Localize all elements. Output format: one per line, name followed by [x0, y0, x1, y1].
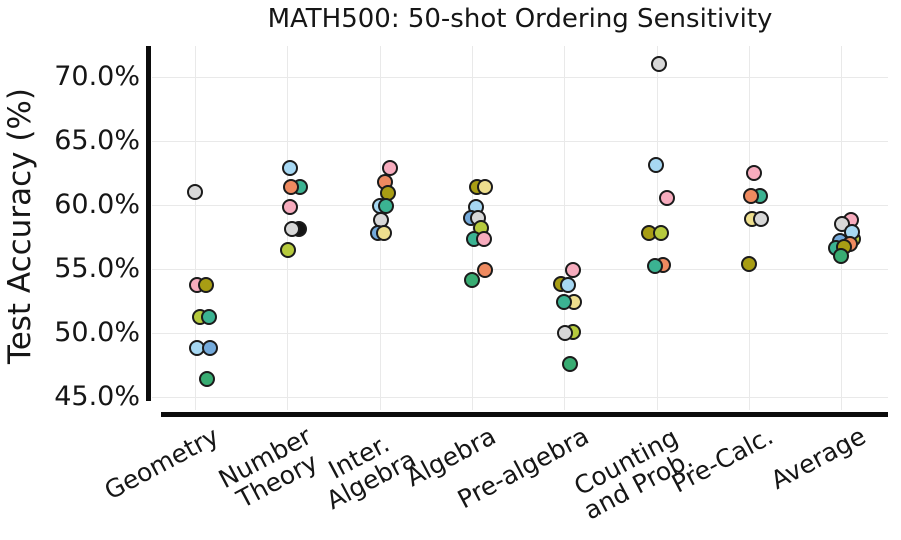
data-point-green — [198, 370, 215, 387]
data-point-gray — [557, 324, 574, 341]
data-point-pink — [564, 262, 581, 279]
data-point-olive — [197, 277, 214, 294]
y-tick-label: 50.0% — [54, 317, 140, 349]
data-point-lightblue — [282, 159, 299, 176]
x-tick-label: Average — [765, 421, 871, 496]
x-tick-label: Geometry — [99, 421, 224, 506]
v-gridline — [748, 46, 750, 410]
data-point-orange — [743, 187, 760, 204]
h-gridline — [152, 77, 888, 79]
y-tick-label: 70.0% — [54, 61, 140, 93]
data-point-gray — [283, 221, 300, 238]
data-point-khaki — [477, 178, 494, 195]
data-point-steelblue — [202, 340, 218, 357]
data-point-teal — [647, 258, 664, 275]
data-point-orange — [282, 178, 299, 195]
data-point-lightblue — [559, 277, 576, 294]
data-point-yellowgreen — [653, 224, 670, 241]
data-point-pink — [746, 164, 763, 181]
y-axis-label: Test Accuracy (%) — [2, 88, 38, 364]
data-point-olive — [740, 255, 757, 272]
chart-title: MATH500: 50-shot Ordering Sensitivity — [267, 4, 773, 34]
data-point-lightblue — [648, 157, 665, 174]
v-gridline — [195, 46, 196, 410]
y-tick-label: 60.0% — [54, 189, 140, 221]
data-point-green — [464, 272, 481, 289]
data-point-yellowgreen — [279, 241, 296, 258]
y-tick-label: 55.0% — [54, 253, 140, 285]
data-point-orange — [476, 262, 493, 279]
h-gridline — [152, 333, 888, 335]
data-point-teal — [555, 294, 572, 311]
data-point-pink — [659, 190, 676, 207]
data-point-green — [562, 355, 579, 372]
h-gridline — [152, 205, 888, 207]
data-point-pink — [475, 231, 492, 248]
v-gridline — [471, 46, 473, 410]
data-point-khaki — [376, 224, 393, 241]
data-point-pink — [382, 159, 399, 176]
h-gridline — [152, 269, 888, 271]
data-point-gray — [753, 210, 770, 227]
y-tick-label: 65.0% — [54, 125, 140, 157]
data-point-gray — [651, 56, 668, 72]
y-tick-label: 45.0% — [54, 381, 140, 413]
y-axis-spine — [146, 46, 151, 401]
x-axis-spine — [161, 412, 888, 417]
v-gridline — [564, 46, 566, 410]
data-point-teal — [201, 309, 217, 326]
data-point-pink — [281, 199, 298, 216]
data-point-gray — [186, 184, 203, 200]
h-gridline — [152, 397, 888, 399]
data-point-green — [832, 248, 849, 264]
h-gridline — [152, 141, 888, 143]
